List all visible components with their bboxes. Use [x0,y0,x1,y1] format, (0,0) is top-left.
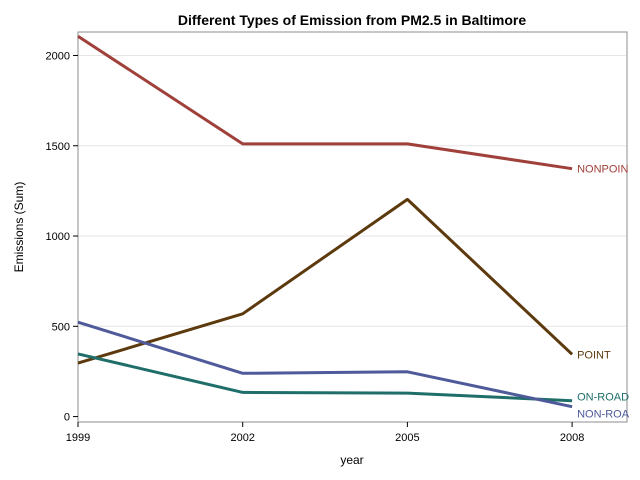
grid-lines [79,54,626,327]
x-axis-ticks: 1999 2002 2005 2008 [66,422,584,444]
y-tick-label: 0 [64,412,70,424]
y-tick-label: 1000 [46,231,70,243]
plot-frame [77,31,628,423]
x-tick-label: 1999 [66,432,90,444]
series-label-nonpoin: NONPOIN [577,164,628,176]
series-label-non-roa: NON-ROA [577,409,630,421]
series-line-nonpoin [77,34,573,171]
series-lines [77,34,574,409]
y-tick-label: 2000 [46,50,70,62]
series-label-point: POINT [577,349,611,361]
y-tick-label: 500 [52,321,70,333]
x-axis-label: year [340,453,363,467]
series-line-point [77,197,574,365]
x-tick-label: 2005 [395,432,419,444]
series-label-on-road: ON-ROAD [577,392,629,404]
series-line-non-roa [77,320,573,409]
series-labels: NONPOIN POINT ON-ROAD NON-ROA [577,164,630,421]
x-tick-label: 2002 [230,432,254,444]
chart-title: Different Types of Emission from PM2.5 i… [178,12,526,28]
y-tick-label: 1500 [46,141,70,153]
x-tick-label: 2008 [560,432,584,444]
series-line-on-road [77,352,573,403]
y-axis-ticks: 0 500 1000 1500 2000 [46,50,78,424]
y-axis-label: Emissions (Sum) [12,182,26,273]
